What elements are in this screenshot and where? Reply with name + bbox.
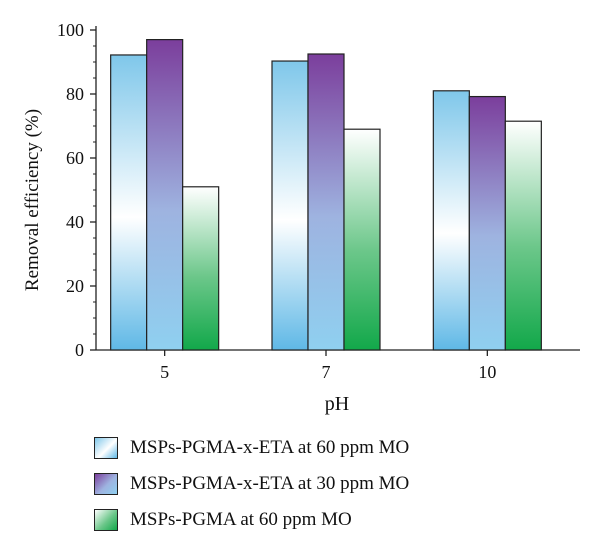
legend-label: MSPs-PGMA-x-ETA at 60 ppm MO [130, 437, 410, 458]
legend-item: MSPs-PGMA at 60 ppm MO [94, 502, 409, 538]
y-tick-label: 0 [75, 340, 84, 360]
legend-item: MSPs-PGMA-x-ETA at 30 ppm MO [94, 466, 409, 502]
y-tick-label: 100 [57, 20, 84, 40]
bar [468, 95, 506, 351]
y-tick-label: 20 [66, 276, 84, 296]
x-tick-label: 10 [478, 362, 496, 382]
bar [343, 128, 381, 351]
legend-swatch [94, 473, 118, 495]
legend: MSPs-PGMA-x-ETA at 60 ppm MO MSPs-PGMA-x-… [94, 430, 409, 538]
x-axis-label: pH [325, 393, 349, 415]
x-tick-label: 7 [322, 362, 331, 382]
y-tick-label: 40 [66, 212, 84, 232]
y-axis: 0 20 40 60 80 100 [57, 20, 97, 360]
legend-label: MSPs-PGMA-x-ETA at 30 ppm MO [130, 473, 410, 494]
y-axis-label: Removal efficiency (%) [22, 109, 43, 291]
bars [110, 38, 542, 351]
legend-item: MSPs-PGMA-x-ETA at 60 ppm MO [94, 430, 409, 466]
bar [504, 120, 542, 351]
bar [271, 60, 309, 351]
y-tick-label: 80 [66, 84, 84, 104]
bar [182, 186, 220, 351]
bar [146, 38, 184, 351]
bar [110, 54, 148, 351]
y-tick-label: 60 [66, 148, 84, 168]
legend-swatch [94, 437, 118, 459]
x-tick-label: 5 [160, 362, 169, 382]
legend-swatch [94, 509, 118, 531]
x-axis: 5 7 10 [96, 349, 580, 382]
bar [432, 90, 470, 351]
bar [307, 53, 345, 351]
legend-label: MSPs-PGMA at 60 ppm MO [130, 509, 352, 530]
